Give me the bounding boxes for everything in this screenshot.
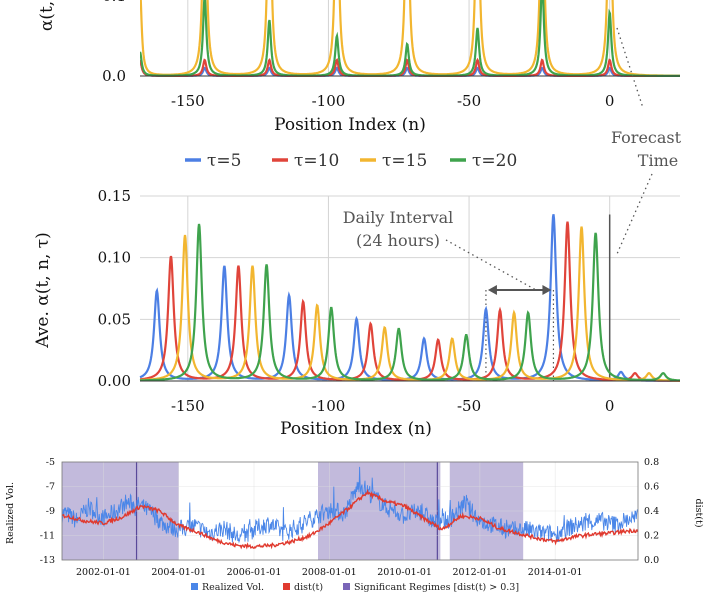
forecast-time-annotation: Forecast Time: [611, 27, 682, 255]
realized-vol-line: [62, 466, 638, 544]
bot-right-y-axis-label: dist(t): [693, 498, 704, 527]
bot-left-y-tick-label: -11: [40, 531, 55, 542]
bot-left-y-axis-label: Realized Vol.: [5, 482, 16, 544]
bot-left-y-tick-label: -13: [40, 555, 55, 566]
bot-x-tick-label: 2006-01-01: [227, 567, 282, 578]
legend-label: τ=10: [294, 151, 339, 171]
mid-x-tick-label: -150: [171, 397, 205, 415]
mid-y-tick-label: 0.10: [98, 249, 131, 267]
bot-x-tick-label: 2012-01-01: [452, 567, 507, 578]
bot-x-tick-label: 2002-01-01: [76, 567, 131, 578]
daily-interval-arrow-left-head: [487, 285, 497, 295]
forecast-label-line-2: Time: [638, 151, 678, 170]
daily-interval-label-line-2: (24 hours): [356, 231, 440, 250]
forecast-pointer-top: [616, 27, 644, 109]
dist-line: [62, 488, 638, 550]
bot-right-y-tick-label: 0.4: [644, 506, 659, 517]
top-x-tick-label: -50: [457, 92, 481, 110]
bot-x-ticks: 2002-01-01 2004-01-01 2006-01-01 2008-01-01…: [76, 567, 583, 578]
mid-x-axis-label: Position Index (n): [280, 419, 432, 439]
mid-series-line: [139, 223, 680, 382]
mid-x-tick-label: 0: [605, 397, 615, 415]
bot-right-y-ticks: 0.0 0.2 0.4 0.6 0.8: [644, 457, 659, 566]
top-x-tick-label: -150: [171, 92, 205, 110]
top-y-tick-label: 0.0: [102, 67, 126, 85]
bot-legend-swatch: [283, 583, 290, 590]
bot-right-y-tick-label: 0.8: [644, 457, 659, 468]
top-y-axis-label: α(t,: [37, 1, 57, 31]
top-x-axis-label: Position Index (n): [274, 115, 426, 135]
top-y-ticks: 0.0 0.1: [102, 0, 126, 85]
bot-right-y-tick-label: 0.0: [644, 555, 659, 566]
bot-legend-label: dist(t): [294, 582, 323, 593]
daily-interval-annotation: Daily Interval (24 hours): [343, 208, 537, 291]
bot-right-y-tick-label: 0.6: [644, 482, 659, 493]
daily-interval-arrow-right-head: [542, 285, 552, 295]
daily-interval-pointer: [445, 239, 537, 291]
bot-series: [62, 466, 638, 550]
mid-x-tick-label: -50: [457, 397, 481, 415]
bot-x-tick-label: 2010-01-01: [377, 567, 432, 578]
bot-legend: Realized Vol. dist(t) Significant Regimes …: [191, 582, 519, 593]
top-y-tick-label: 0.1: [102, 0, 126, 5]
bot-legend-swatch: [191, 583, 198, 590]
bot-x-tick-label: 2004-01-01: [151, 567, 206, 578]
mid-y-tick-label: 0.15: [98, 187, 131, 205]
mid-y-tick-label: 0.00: [98, 372, 131, 390]
legend-label: τ=5: [207, 151, 241, 171]
forecast-pointer-bottom: [616, 173, 653, 255]
mid-y-axis-label: Ave. α(t, n, τ): [33, 232, 53, 349]
mid-series: [139, 214, 680, 382]
bot-left-y-ticks: -13 -11 -9 -7 -5: [40, 457, 55, 566]
top-x-tick-label: 0: [605, 92, 615, 110]
bot-left-y-tick-label: -5: [46, 457, 55, 468]
mid-series-line: [139, 214, 680, 382]
bot-legend-label: Realized Vol.: [202, 582, 264, 593]
bot-legend-swatch: [343, 583, 350, 590]
forecast-label-line-1: Forecast: [611, 128, 682, 147]
bot-x-tick-label: 2014-01-01: [528, 567, 583, 578]
realized-vol-panel: -13-11-9-7-5 0.00.20.40.60.8 2002-01-01 2…: [5, 457, 704, 593]
daily-interval-arrow: [487, 285, 552, 295]
legend-label: τ=15: [382, 151, 427, 171]
bot-left-y-tick-label: -9: [46, 506, 55, 517]
mid-y-ticks: 0.00 0.05 0.10 0.15: [98, 187, 131, 390]
top-series-line: [140, 0, 680, 77]
mid-y-tick-label: 0.05: [98, 310, 131, 328]
mid-x-tick-label: -100: [312, 397, 346, 415]
bot-x-tick-label: 2008-01-01: [302, 567, 357, 578]
average-attention-panel: 0.00 0.05 0.10 0.15 -150 -100 -50 0 Position I…: [33, 187, 680, 439]
bot-left-y-tick-label: -7: [46, 482, 55, 493]
top-series-line: [140, 0, 680, 77]
bot-right-y-tick-label: 0.2: [644, 531, 659, 542]
daily-interval-label-line-1: Daily Interval: [343, 208, 454, 227]
bot-plot-frame: [61, 461, 639, 561]
bot-legend-label: Significant Regimes [dist(t) > 0.3]: [354, 582, 519, 593]
top-attention-panel: 0.0 0.1 -150 -100 -50 0 Position Index (n) α…: [37, 0, 682, 255]
top-x-ticks: -150 -100 -50 0: [171, 92, 615, 110]
legend-label: τ=20: [472, 151, 517, 171]
mid-x-ticks: -150 -100 -50 0: [171, 397, 615, 415]
top-x-tick-label: -100: [312, 92, 346, 110]
tau-legend: τ=5 τ=10 τ=15 τ=20: [185, 151, 517, 171]
